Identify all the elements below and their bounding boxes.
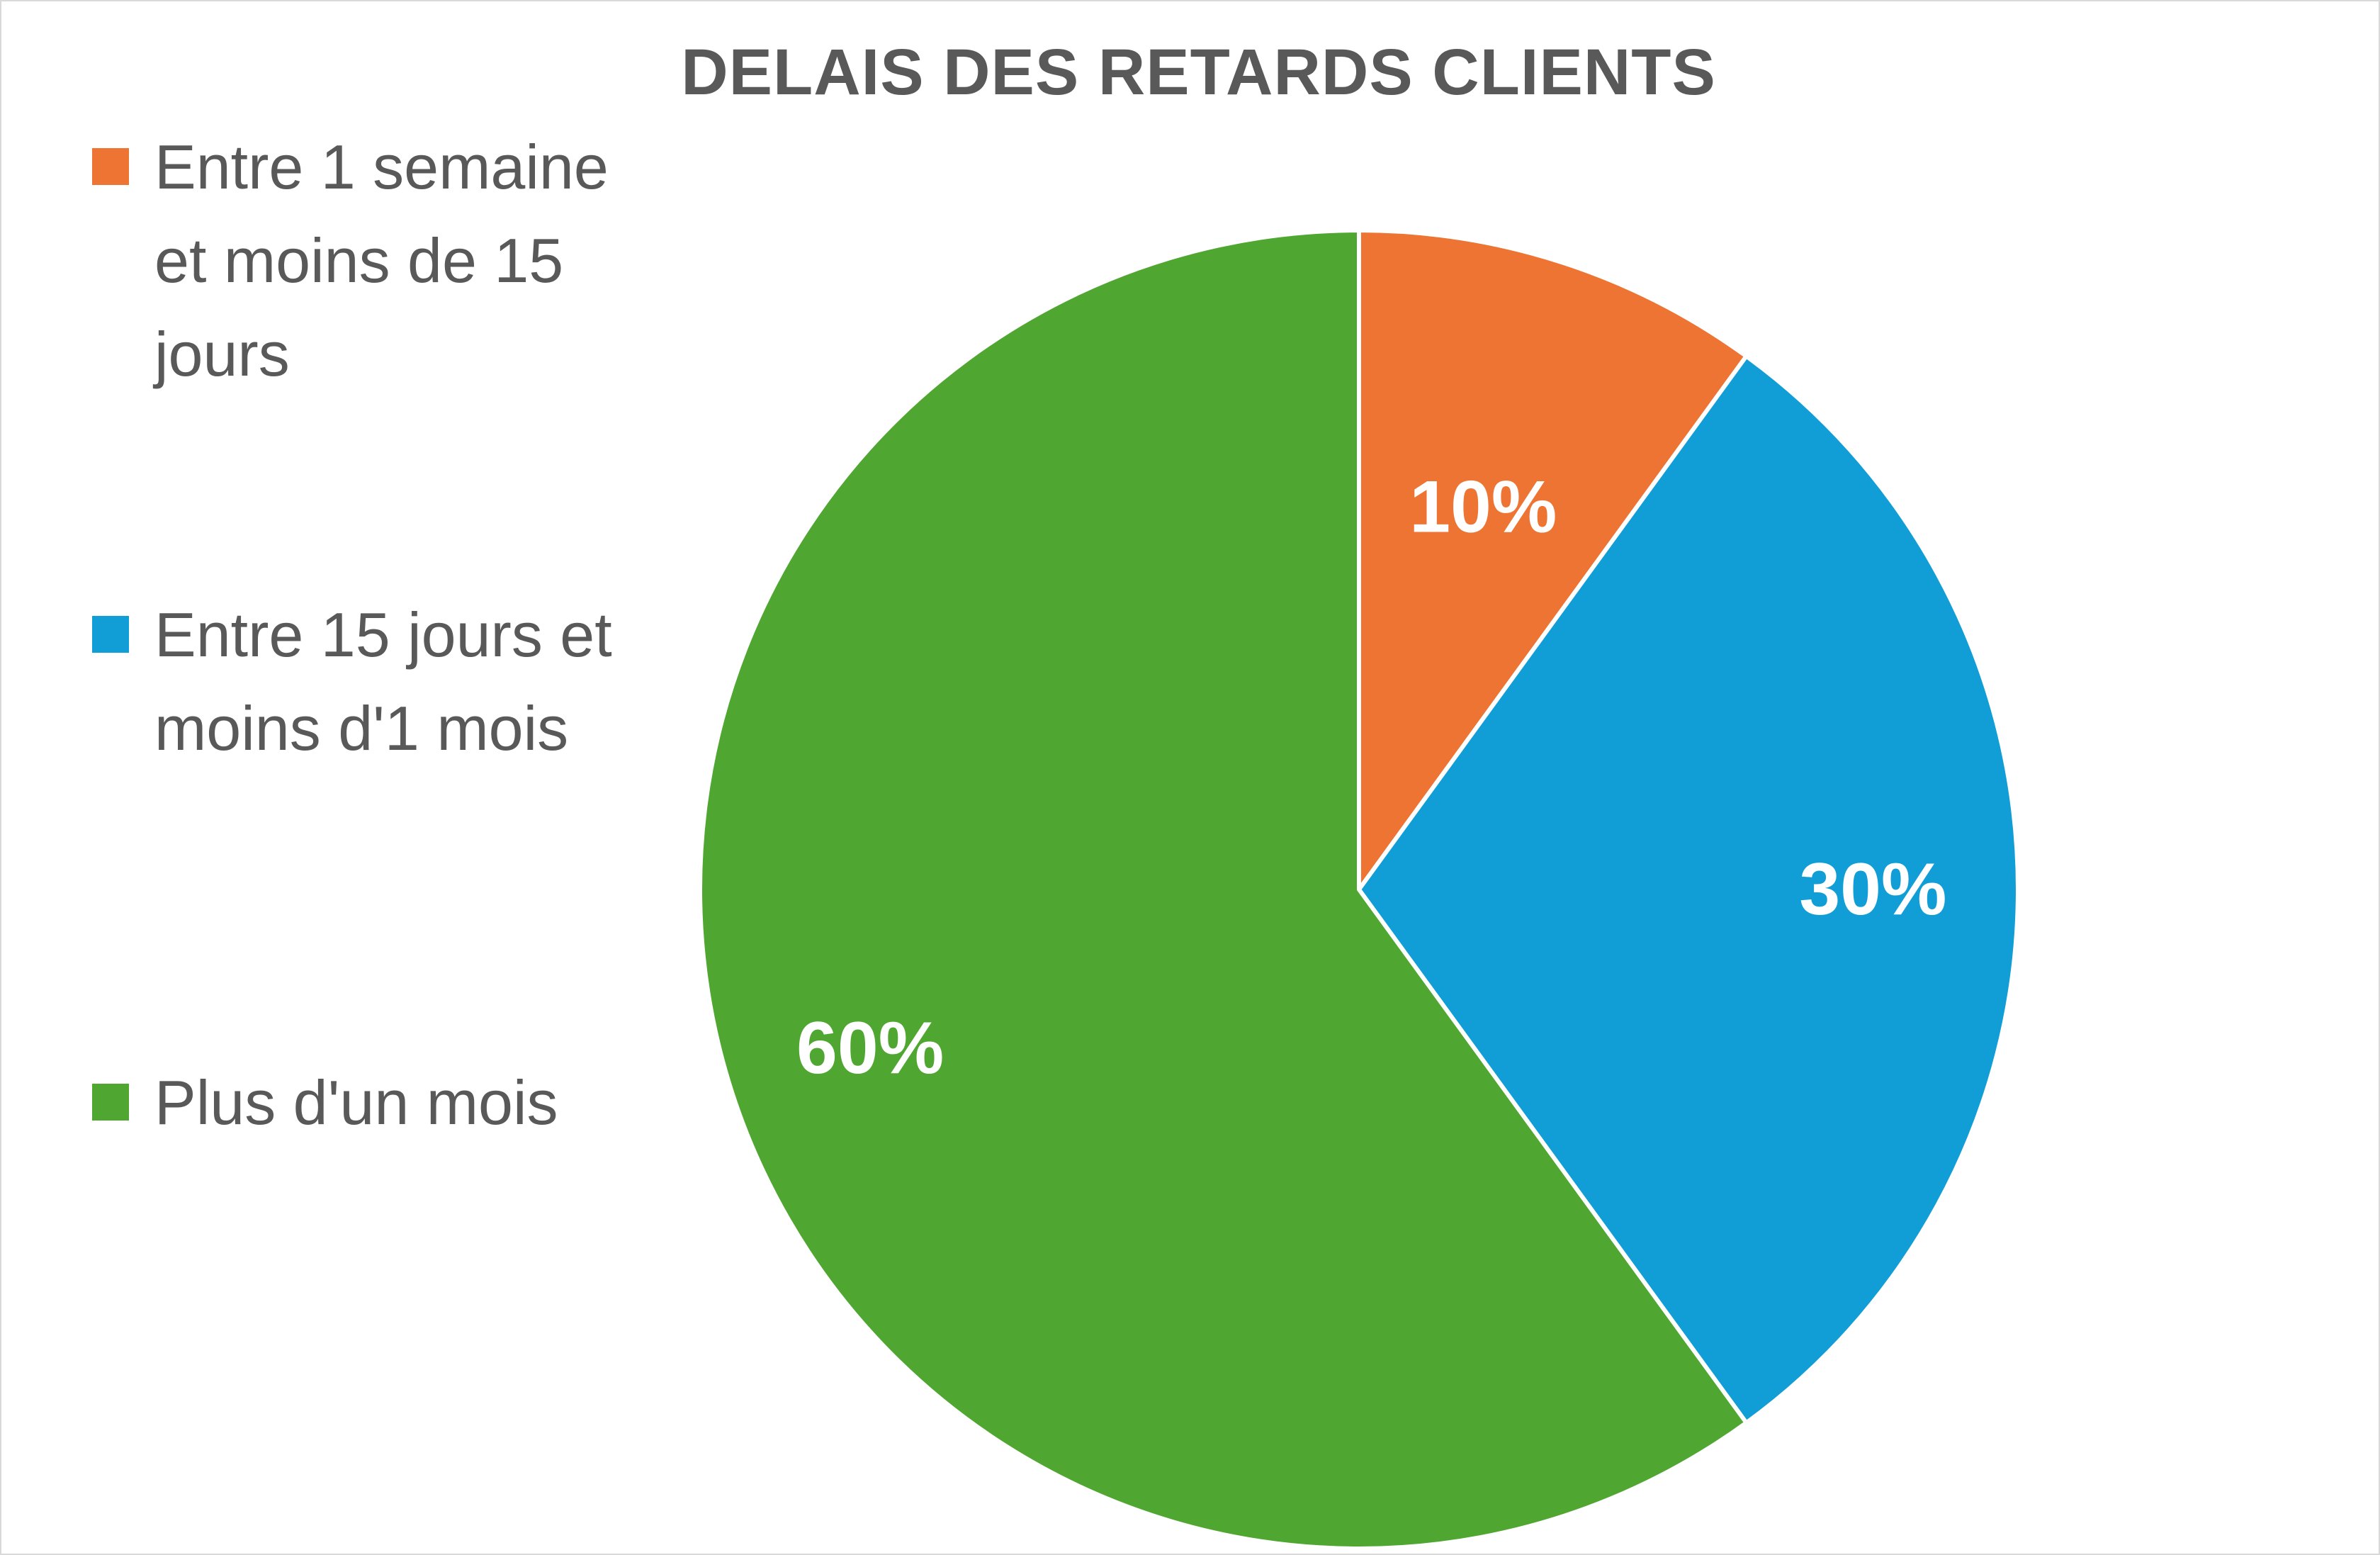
pie-slice-3 — [698, 228, 1749, 1551]
pie-slice-1 — [1357, 228, 1749, 892]
chart-title: DELAIS DES RETARDS CLIENTS — [681, 36, 1716, 108]
pie-slice-2 — [1357, 354, 2020, 1425]
legend-label-1: Entre 1 semaine et moins de 15 jours — [154, 132, 609, 389]
pie-data-labels: 10% 30% 60% — [796, 466, 1946, 1089]
pie-data-label-1: 10% — [1409, 466, 1557, 548]
legend-swatch-1 — [92, 148, 129, 185]
legend-swatch-3 — [92, 1084, 129, 1121]
pie-data-label-2: 30% — [1799, 848, 1946, 931]
legend-label-3: Plus d'un mois — [154, 1067, 558, 1138]
pie-data-label-3: 60% — [796, 1007, 944, 1089]
legend-swatch-2 — [92, 616, 129, 653]
pie-slices — [698, 228, 2020, 1551]
legend-label-2: Entre 15 jours et moins d'1 mois — [154, 600, 612, 763]
